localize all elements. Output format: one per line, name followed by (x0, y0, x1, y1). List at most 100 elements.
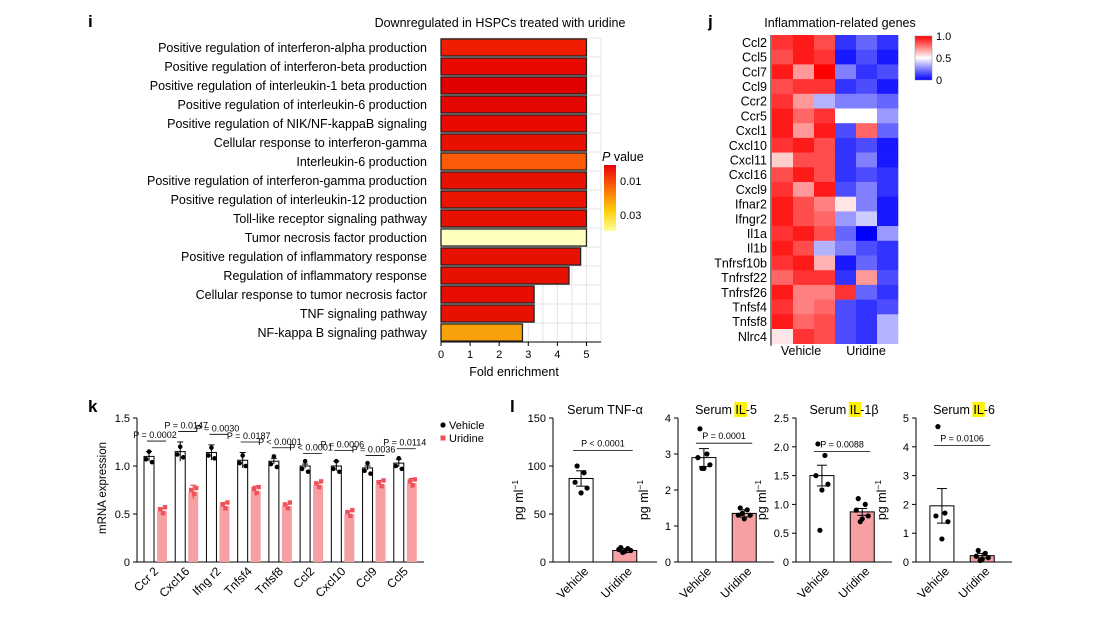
heatmap-cell (793, 152, 815, 168)
heatmap-cell (835, 108, 857, 124)
heatmap-cell (814, 79, 836, 95)
point-uridine (251, 486, 256, 492)
heatmap-cell (793, 329, 815, 344)
y-tick-label: 1.0 (774, 499, 789, 511)
data-point (819, 487, 825, 493)
point-uridine (194, 485, 199, 491)
point-vehicle (146, 449, 152, 454)
panel-i-title: Downregulated in HSPCs treated with urid… (375, 16, 626, 30)
legend-vehicle-label: Vehicle (449, 420, 484, 432)
y-tick-label: 3 (903, 471, 909, 483)
gene-label: Ifnar2 (735, 198, 767, 212)
category-label: Cellular response to interferon-gamma (214, 136, 427, 150)
bar-uridine (344, 514, 355, 562)
heatmap-cell (877, 35, 899, 50)
bar (440, 285, 535, 304)
heatmap-cell (856, 196, 878, 212)
point-vehicle (305, 469, 311, 475)
y-tick-label: 1.5 (774, 471, 789, 483)
heatmap-cell (772, 196, 794, 212)
point-uridine (348, 513, 353, 519)
gene-label: Ccl2 (742, 36, 767, 50)
heatmap-cell (835, 123, 857, 139)
point-uridine (285, 506, 291, 511)
heatmap-cell (835, 167, 857, 183)
y-tick-label: 100 (528, 461, 546, 473)
gene-label: Tnfrsf26 (721, 286, 767, 300)
heatmap-cell (856, 284, 878, 300)
bar-vehicle (237, 459, 249, 563)
heatmap-cell (793, 93, 815, 109)
data-point (707, 462, 713, 468)
pvalue-legend-title: P value (602, 150, 644, 164)
group-label: Vehicle (795, 564, 832, 601)
data-point (939, 536, 945, 542)
category-label: Positive regulation of interleukin-1 bet… (150, 79, 427, 93)
category-label: Positive regulation of NIK/NF-kappaB sig… (167, 117, 427, 131)
heatmap-group-uridine: Uridine (846, 344, 886, 358)
heatmap-cell (772, 79, 794, 95)
heatmap-colorbar (914, 35, 933, 81)
data-point (975, 547, 981, 554)
heatmap-cell (877, 79, 899, 95)
heatmap-cell (856, 152, 878, 168)
point-uridine (318, 479, 324, 484)
point-vehicle (268, 461, 274, 467)
heatmap-cell (856, 137, 878, 153)
panel-label-k: k (88, 397, 98, 416)
point-uridine (350, 507, 355, 513)
pvalue-label: P = 0.0114 (383, 438, 426, 448)
point-vehicle (177, 444, 183, 450)
category-label: TNF signaling pathway (300, 307, 428, 321)
panel-k-ylabel: mRNA expression (97, 442, 109, 534)
heatmap-cell (772, 255, 794, 271)
heatmap-cell (814, 226, 836, 242)
group-label: Uridine (598, 564, 635, 601)
panel-label-j: j (707, 12, 713, 31)
heatmap-cell (877, 93, 899, 109)
y-tick-label: 0 (903, 557, 909, 569)
data-point (822, 452, 828, 459)
data-point (945, 519, 951, 525)
heatmap-cell (793, 79, 815, 95)
bar (440, 38, 588, 57)
point-uridine (407, 479, 412, 484)
title-highlight (972, 402, 985, 417)
heatmap-cell (814, 255, 836, 271)
data-point (735, 512, 741, 518)
data-point (572, 479, 578, 485)
y-tick-label: 5 (903, 413, 909, 425)
x-tick-label: 3 (525, 349, 531, 361)
heatmap-cell (877, 270, 899, 286)
pvalue-colorbar (604, 165, 616, 231)
title-highlight (848, 402, 862, 417)
serum-ylabel: pg ml−1 (873, 480, 889, 521)
data-point (942, 510, 948, 516)
category-label: Ccl2 (290, 564, 317, 591)
heatmap-cell (814, 108, 836, 124)
pvalue-label: P = 0.0006 (321, 440, 365, 450)
heatmap-cell (793, 167, 815, 183)
point-uridine (225, 500, 230, 505)
pvalue-label: P = 0.0036 (352, 444, 396, 454)
point-uridine (192, 491, 197, 497)
gene-label: Ifngr2 (735, 212, 767, 226)
y-tick-label: 1 (665, 521, 671, 533)
bar-uridine (281, 506, 292, 562)
bar-vehicle (362, 467, 374, 563)
y-tick-label: 0 (124, 557, 130, 569)
data-point (704, 451, 710, 457)
heatmap-cell (877, 299, 899, 315)
category-label: Ccl9 (353, 564, 380, 591)
data-point (695, 455, 701, 461)
point-uridine (381, 478, 386, 483)
bar-vehicle (143, 455, 155, 563)
heatmap-cell (835, 329, 857, 344)
gene-label: Tnfrsf10b (714, 256, 767, 270)
heatmap-cell (856, 123, 878, 139)
category-label: Positive regulation of interleukin-6 pro… (178, 98, 427, 112)
data-point (985, 555, 991, 561)
heatmap-cell (835, 255, 857, 271)
heatmap-cell (814, 329, 836, 344)
point-vehicle (365, 460, 370, 466)
